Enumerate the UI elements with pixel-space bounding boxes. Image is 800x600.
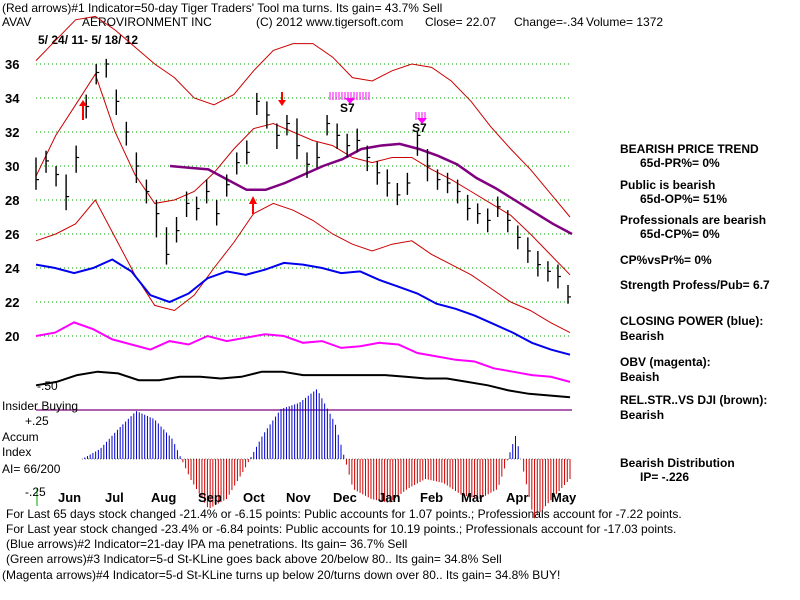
pro-bearish: Professionals are bearish — [620, 213, 766, 227]
rel-str-value: Bearish — [620, 408, 664, 422]
footer-line2: For Last year stock changed -23.4% or -6… — [6, 522, 676, 536]
x-tick-label: Dec — [333, 490, 357, 505]
pr-value: 65d-PR%= 0% — [640, 156, 720, 170]
y-tick-label: 28 — [5, 193, 19, 208]
obv-line — [35, 321, 571, 383]
y-tick-label: 36 — [5, 57, 19, 72]
accumulation-histogram — [82, 389, 571, 519]
company-name: AEROVIRONMENT INC — [82, 15, 212, 29]
accum-plus: +.25 — [25, 414, 49, 428]
x-tick-label: Jan — [378, 490, 400, 505]
accum-title: Insider Buying — [2, 399, 78, 413]
closing-power-title: CLOSING POWER (blue): — [620, 314, 763, 328]
obv-value: Beaish — [620, 370, 659, 384]
accum-minus: -.25 — [25, 485, 46, 499]
x-tick-label: Jun — [58, 490, 81, 505]
close-value: Close= 22.07 — [425, 15, 496, 29]
accum-label: Accum — [2, 430, 39, 444]
rel-str-title: REL.STR..VS DJI (brown): — [620, 393, 767, 407]
y-tick-label: 30 — [5, 159, 19, 174]
rel-str-label: -.50 — [37, 379, 58, 393]
copyright: (C) 2012 www.tigersoft.com — [256, 15, 403, 29]
y-tick-label: 22 — [5, 295, 19, 310]
signal-arrows: S7 S7 — [79, 92, 427, 214]
op-value: 65d-OP%= 51% — [640, 192, 727, 206]
trend-label: BEARISH PRICE TREND — [620, 142, 759, 156]
red-arrow-head — [278, 100, 286, 106]
rel-str-line — [35, 370, 571, 399]
price-bars — [35, 58, 571, 304]
obv-title: OBV (magenta): — [620, 355, 711, 369]
distribution-title: Bearish Distribution — [620, 456, 735, 470]
closing-power-value: Bearish — [620, 329, 664, 343]
price-bands — [35, 15, 573, 334]
distribution-ip: IP= -.226 — [640, 470, 689, 484]
x-tick-label: Sep — [198, 490, 222, 505]
cp-value: 65d-CP%= 0% — [640, 227, 720, 241]
red-arrow-head — [249, 196, 257, 204]
closing-power-line — [35, 258, 571, 356]
x-tick-label: Nov — [286, 490, 311, 505]
public-bearish: Public is bearish — [620, 178, 715, 192]
y-tick-label: 32 — [5, 125, 19, 140]
cp-vs-pr: CP%vsPr%= 0% — [620, 253, 712, 267]
change-value: Change=-.34 — [514, 15, 584, 29]
ai-value: AI= 66/200 — [2, 462, 61, 476]
index-label: Index — [2, 445, 31, 459]
date-range: 5/ 24/ 11- 5/ 18/ 12 — [38, 33, 138, 47]
x-axis-ticks: Jun Jul Aug Sep Oct Nov Dec Jan Feb Mar Apr May — [36, 488, 577, 506]
x-tick-label: Jul — [105, 490, 124, 505]
x-tick-label: Feb — [420, 490, 443, 505]
footer-line4: (Green arrows)#3 Indicator=5-d St-KLine … — [6, 552, 502, 566]
y-tick-label: 20 — [5, 329, 19, 344]
footer-line3: (Blue arrows)#2 Indicator=21-day IPA ma … — [6, 537, 407, 551]
y-axis-ticks: 36 34 32 30 28 26 24 22 20 — [5, 57, 20, 344]
x-tick-label: Oct — [243, 490, 265, 505]
strength-value: Strength Profess/Pub= 6.7 — [620, 278, 770, 292]
x-tick-label: Aug — [151, 490, 176, 505]
x-tick-label: Apr — [506, 490, 528, 505]
footer-line1: For Last 65 days stock changed -21.4% or… — [6, 507, 682, 521]
footer-line5: (Magenta arrows)#4 Indicator=5-d St-KLin… — [2, 568, 560, 582]
ticker: AVAV — [2, 15, 31, 29]
gridlines — [36, 63, 572, 337]
header-line1: (Red arrows)#1 Indicator=50-day Tiger Tr… — [2, 1, 442, 15]
band-line — [35, 73, 571, 276]
indicator-lines — [35, 258, 571, 399]
volume-value: Volume= 1372 — [586, 15, 663, 29]
magenta-arrow-head — [345, 98, 355, 104]
x-tick-label: Mar — [461, 490, 484, 505]
arrow-label: S7 — [340, 101, 355, 115]
y-tick-label: 26 — [5, 227, 19, 242]
x-tick-label: May — [551, 490, 577, 505]
magenta-arrow-head — [417, 118, 427, 124]
arrow-label: S7 — [412, 121, 427, 135]
y-tick-label: 24 — [5, 261, 20, 276]
ma-line — [169, 142, 573, 236]
red-arrow-head — [79, 100, 87, 106]
y-tick-label: 34 — [5, 91, 20, 106]
band-line — [35, 15, 571, 218]
band-line — [35, 199, 571, 334]
